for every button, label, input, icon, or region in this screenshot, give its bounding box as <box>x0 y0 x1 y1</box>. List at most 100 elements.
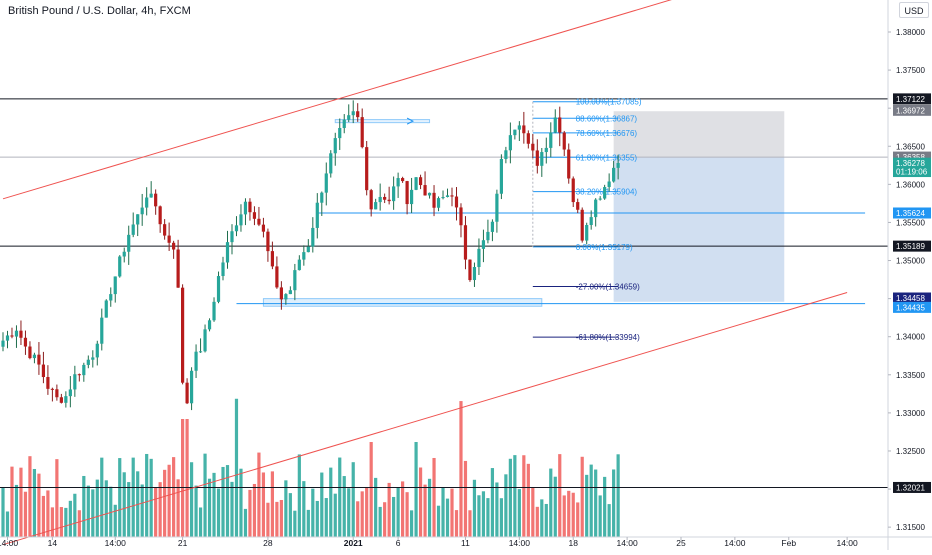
candle <box>302 245 306 266</box>
zone-arrow-marker <box>406 117 415 125</box>
volume-bar <box>64 507 68 537</box>
candle <box>158 205 162 233</box>
candle-body <box>445 195 450 197</box>
volume-bar <box>396 487 400 537</box>
candle <box>207 318 212 332</box>
candle <box>378 183 382 211</box>
candle <box>383 193 387 204</box>
volume-bar <box>19 467 23 537</box>
candle <box>401 176 405 183</box>
fib-level-label: 0.00%(1.35179) <box>576 243 633 252</box>
x-axis-tick-label: 14:00 <box>105 538 127 548</box>
candle <box>356 103 360 122</box>
volume-bar <box>239 468 243 537</box>
x-axis-tick-label: 14:00 <box>836 538 858 548</box>
candle <box>216 271 221 304</box>
candle-body <box>585 225 589 241</box>
candle <box>374 198 378 210</box>
volume-bar <box>100 457 104 537</box>
volume-bar <box>423 484 427 537</box>
y-axis-tick-label: 1.37500 <box>896 66 925 75</box>
candle-body <box>77 374 81 376</box>
candle <box>342 114 346 134</box>
volume-bar <box>230 481 234 537</box>
volume-bar <box>454 510 459 537</box>
volume-bar <box>513 455 517 537</box>
candle-body <box>360 117 364 148</box>
volume-bar <box>481 491 486 537</box>
candle-body <box>450 195 454 197</box>
candle-body <box>338 127 342 139</box>
candle <box>580 207 584 243</box>
candle <box>338 118 342 150</box>
candle-body <box>32 354 37 359</box>
candle <box>427 192 432 199</box>
fib-level-label: -61.80%(1.33994) <box>576 333 640 342</box>
candle <box>50 387 54 402</box>
volume-bar <box>216 488 221 537</box>
volume-bar <box>504 474 508 537</box>
candle-body <box>531 143 535 151</box>
volume-bar <box>418 467 423 537</box>
candle-body <box>225 242 230 263</box>
volume-bar <box>167 464 171 537</box>
candle-body <box>427 192 432 196</box>
candle <box>181 284 185 385</box>
candle <box>392 176 396 210</box>
x-axis-tick-label: 18 <box>568 538 578 548</box>
candle-body <box>270 251 274 267</box>
candle-body <box>329 153 333 174</box>
candle <box>486 219 490 244</box>
x-axis-tick-label: 14:00 <box>724 538 746 548</box>
candle-body <box>333 138 337 154</box>
candle-body <box>553 117 557 133</box>
candle <box>10 327 14 339</box>
candle-body <box>118 256 122 277</box>
volume-bar <box>603 476 607 537</box>
volume-bar <box>91 489 95 537</box>
currency-button[interactable]: USD <box>899 2 929 18</box>
candle-body <box>149 193 153 198</box>
volume-bar <box>243 508 248 537</box>
volume-bar <box>212 472 216 537</box>
volume-bar <box>427 478 432 537</box>
candle <box>127 225 131 265</box>
candle-body <box>230 231 234 243</box>
candle <box>616 154 620 180</box>
volume-bar <box>333 493 337 537</box>
volume-bar <box>320 472 324 537</box>
candle-body <box>598 198 602 200</box>
candle <box>571 176 575 208</box>
volume-bar <box>495 482 499 537</box>
fib-level-label: -27.00%(1.34659) <box>576 283 640 292</box>
volume-bar <box>576 502 580 537</box>
candle <box>463 216 468 270</box>
x-axis-tick-label: 2021 <box>344 538 363 548</box>
volume-bar <box>616 454 620 537</box>
candle <box>14 325 19 348</box>
volume-bar <box>383 502 387 537</box>
candle-body <box>216 276 221 302</box>
volume-bar <box>203 453 207 537</box>
candle-body <box>19 330 23 338</box>
volume-bar <box>414 442 418 537</box>
volume-bar <box>172 457 176 537</box>
volume-bar <box>68 500 72 537</box>
volume-bar <box>544 503 548 537</box>
candle <box>275 256 279 289</box>
price-label-background <box>893 240 931 252</box>
candle-body <box>401 178 405 182</box>
candle <box>315 193 319 239</box>
volume-bar <box>378 506 382 537</box>
candle <box>517 121 521 142</box>
candle <box>37 342 41 375</box>
volume-bar <box>234 398 239 537</box>
candle-body <box>68 389 72 397</box>
price-label: 1.32021 <box>893 481 931 493</box>
volume-bar <box>477 495 481 537</box>
volume-bar <box>472 479 477 537</box>
price-label-text: 1.32021 <box>896 483 925 492</box>
price-label: 1.36358 <box>893 151 931 163</box>
